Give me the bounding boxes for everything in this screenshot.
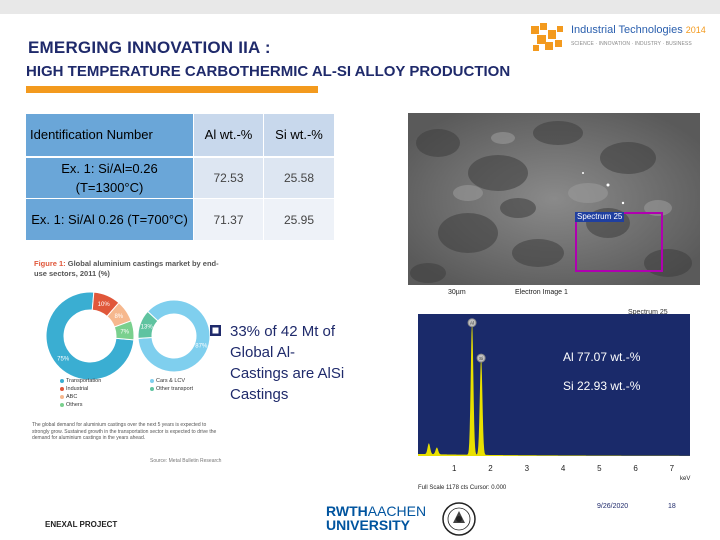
project-name: ENEXAL PROJECT xyxy=(45,520,118,529)
legend-item: Other transport xyxy=(150,386,193,392)
eds-spectrum-plot: Al Si 1 2 3 4 5 6 7 keV Full Scale 1178 cts Cursor… xyxy=(418,314,690,491)
slice-label: 13% xyxy=(141,324,154,330)
peak-label: Si xyxy=(479,356,483,361)
x-tick-label: 4 xyxy=(561,464,566,473)
bullet-text: 33% of 42 Mt of Global Al-Castings are A… xyxy=(230,323,345,403)
industrial-technologies-logo xyxy=(531,23,563,51)
legend-item: Cars & LCV xyxy=(150,378,185,384)
row-al: 72.53 xyxy=(194,158,264,199)
sem-info-bar xyxy=(408,285,700,299)
spectrum-region-label: Spectrum 25 xyxy=(575,212,625,222)
spectrum-plot-area xyxy=(418,314,690,456)
peak-marker xyxy=(476,353,486,363)
row-al: 71.37 xyxy=(194,199,264,240)
slice-label: 87% xyxy=(195,344,208,350)
top-band xyxy=(0,0,720,14)
peak-label: Al xyxy=(470,321,474,326)
puzzle-map-icon xyxy=(531,23,563,51)
composition-table: Identification Number Al wt.-% Si wt.-% … xyxy=(26,114,334,240)
slide-subtitle: HIGH TEMPERATURE CARBOTHERMIC AL-SI ALLO… xyxy=(26,63,511,80)
si-composition: Si 22.93 wt.-% xyxy=(563,379,641,393)
donut-slice xyxy=(113,320,135,341)
x-tick-label: 6 xyxy=(633,464,638,473)
spectrum-peaks xyxy=(418,321,690,456)
header-si: Si wt.-% xyxy=(264,114,334,158)
slice-label: 8% xyxy=(114,314,123,320)
peak-marker xyxy=(467,318,477,328)
row-si: 25.95 xyxy=(264,199,334,240)
table-row: Ex. 1: Si/Al 0.26 (T=700°C) 71.37 25.95 xyxy=(26,199,334,240)
x-tick-label: 1 xyxy=(452,464,457,473)
x-axis-unit: keV xyxy=(680,476,690,482)
sem-image-label: Electron Image 1 xyxy=(515,289,568,296)
row-si: 25.58 xyxy=(264,158,334,199)
legend-item: Transportation xyxy=(60,378,101,384)
title-underline xyxy=(26,86,318,93)
slice-label: 7% xyxy=(120,329,129,335)
row-id: Ex. 1: Si/Al=0.26 (T=1300°C) xyxy=(26,158,194,199)
page-number: 18 xyxy=(668,503,676,510)
x-tick-label: 5 xyxy=(597,464,602,473)
sem-scale-label: 30µm xyxy=(448,289,466,296)
header-al: Al wt.-% xyxy=(194,114,264,158)
slide-title: EMERGING INNOVATION IIA : xyxy=(28,38,271,57)
castings-bullet: 33% of 42 Mt of Global Al-Castings are A… xyxy=(209,321,349,405)
figure-caption: Figure 1: Global aluminium castings mark… xyxy=(34,259,219,278)
donut-slice xyxy=(45,291,135,381)
x-tick-label: 2 xyxy=(488,464,493,473)
header-identification: Identification Number xyxy=(26,114,194,158)
university-seal-icon xyxy=(442,502,476,536)
table-row: Ex. 1: Si/Al=0.26 (T=1300°C) 72.53 25.58 xyxy=(26,158,334,199)
rwth-logo: RWTHAACHEN UNIVERSITY xyxy=(326,503,427,533)
spectrum-footer-label: Full Scale 1178 cts Cursor: 0.000 xyxy=(418,485,507,491)
row-id: Ex. 1: Si/Al 0.26 (T=700°C) xyxy=(26,199,194,240)
eds-spectrum: Al Si 1 2 3 4 5 6 7 keV Full Scale 1178 cts Cursor… xyxy=(408,304,700,494)
legend-item: Others xyxy=(60,402,83,408)
legend-item: Industrial xyxy=(60,386,88,392)
spectrum-title: Spectrum 25 xyxy=(628,309,668,316)
logo-title: Industrial Technologies 2014 xyxy=(571,24,706,36)
figure-body-text: The global demand for aluminium castings… xyxy=(32,422,217,441)
slice-label: 75% xyxy=(57,356,70,362)
legend-item: ABC xyxy=(60,394,77,400)
al-composition: Al 77.07 wt.-% xyxy=(563,350,641,364)
logo-subtitle: SCIENCE · INNOVATION · INDUSTRY · BUSINE… xyxy=(571,41,692,47)
castings-market-figure: Figure 1: Global aluminium castings mark… xyxy=(30,258,230,468)
table-header-row: Identification Number Al wt.-% Si wt.-% xyxy=(26,114,334,158)
slide-date: 9/26/2020 xyxy=(597,503,629,510)
checkbox-bullet-icon xyxy=(210,325,221,336)
x-tick-label: 7 xyxy=(670,464,675,473)
slice-label: 10% xyxy=(98,302,111,308)
figure-source: Source: Metal Bulletin Research xyxy=(150,458,222,464)
market-donut-chart: 75% 10%8% 7% 87% 13% xyxy=(45,291,211,381)
donut-slice xyxy=(137,299,211,373)
donut-slice xyxy=(137,310,159,339)
x-tick-label: 3 xyxy=(525,464,530,473)
